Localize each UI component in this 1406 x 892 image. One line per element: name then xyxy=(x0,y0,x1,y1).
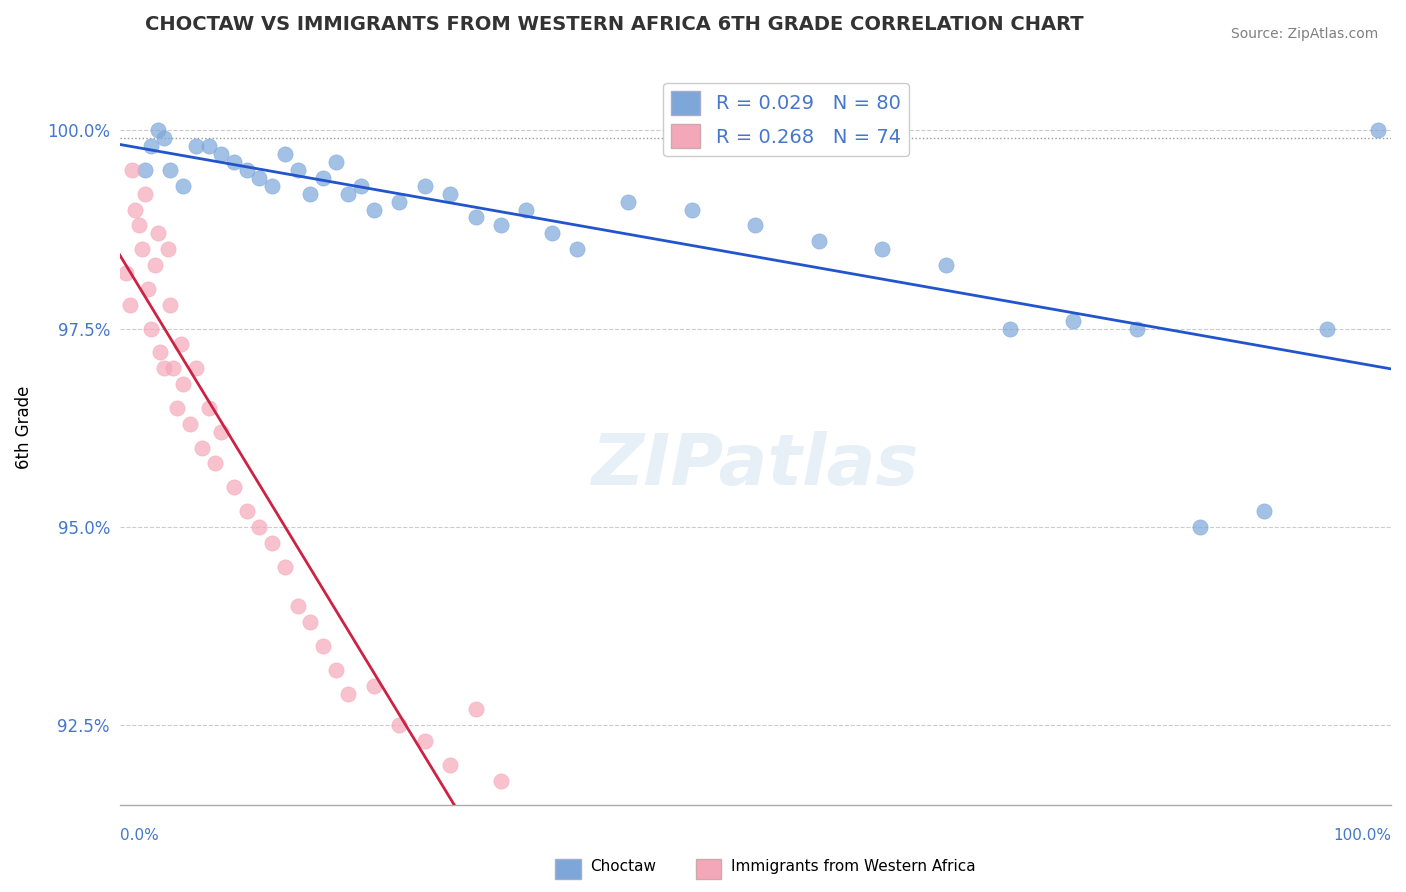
Point xyxy=(337,687,360,701)
Point xyxy=(162,361,184,376)
Point xyxy=(156,242,179,256)
Point xyxy=(141,321,163,335)
Point xyxy=(1367,123,1389,137)
Point xyxy=(179,417,201,431)
Point xyxy=(363,202,385,217)
Point xyxy=(312,639,335,653)
Point xyxy=(146,123,169,137)
Point xyxy=(249,520,271,534)
Point xyxy=(222,480,245,494)
Point xyxy=(337,186,360,201)
Point xyxy=(184,139,207,153)
Point xyxy=(209,425,232,439)
Point xyxy=(115,266,138,280)
Point xyxy=(143,258,166,272)
Point xyxy=(464,211,486,225)
Legend: R = 0.029   N = 80, R = 0.268   N = 74: R = 0.029 N = 80, R = 0.268 N = 74 xyxy=(664,83,908,156)
Text: Immigrants from Western Africa: Immigrants from Western Africa xyxy=(731,859,976,874)
Point xyxy=(464,702,486,716)
Point xyxy=(134,162,156,177)
Point xyxy=(363,679,385,693)
Point xyxy=(235,504,257,518)
Point xyxy=(136,282,159,296)
Point xyxy=(121,162,143,177)
Point xyxy=(413,178,436,193)
Point xyxy=(1316,321,1339,335)
Point xyxy=(249,170,271,185)
Point xyxy=(197,401,219,415)
Point xyxy=(681,202,703,217)
Text: Source: ZipAtlas.com: Source: ZipAtlas.com xyxy=(1230,27,1378,41)
Point xyxy=(489,219,512,233)
Point xyxy=(312,170,335,185)
Point xyxy=(350,178,373,193)
Point xyxy=(872,242,894,256)
Point xyxy=(515,202,537,217)
Point xyxy=(439,186,461,201)
Text: Choctaw: Choctaw xyxy=(591,859,657,874)
Point xyxy=(287,599,309,614)
Point xyxy=(262,178,284,193)
Point xyxy=(131,242,153,256)
Point xyxy=(153,131,176,145)
Point xyxy=(541,227,564,241)
Point xyxy=(299,615,322,629)
Point xyxy=(489,773,512,788)
Point xyxy=(388,718,411,732)
Point xyxy=(191,441,214,455)
Point xyxy=(128,219,150,233)
Text: 0.0%: 0.0% xyxy=(120,829,159,844)
Text: 100.0%: 100.0% xyxy=(1333,829,1391,844)
Point xyxy=(172,377,194,392)
Point xyxy=(124,202,146,217)
Point xyxy=(262,536,284,550)
Point xyxy=(299,186,322,201)
Point xyxy=(222,155,245,169)
Point xyxy=(744,219,766,233)
Point xyxy=(567,242,589,256)
Point xyxy=(146,227,169,241)
Point xyxy=(197,139,219,153)
Point xyxy=(617,194,640,209)
Point xyxy=(166,401,188,415)
Point xyxy=(118,298,141,312)
Point xyxy=(807,234,830,248)
Text: ZIPatlas: ZIPatlas xyxy=(592,431,920,500)
Point xyxy=(274,147,297,161)
Point xyxy=(204,457,226,471)
Point xyxy=(209,147,232,161)
Text: CHOCTAW VS IMMIGRANTS FROM WESTERN AFRICA 6TH GRADE CORRELATION CHART: CHOCTAW VS IMMIGRANTS FROM WESTERN AFRIC… xyxy=(145,15,1084,34)
Point xyxy=(1189,520,1212,534)
Point xyxy=(235,162,257,177)
Point xyxy=(159,298,181,312)
Point xyxy=(413,734,436,748)
Point xyxy=(1125,321,1147,335)
Point xyxy=(1062,313,1084,327)
Point xyxy=(287,162,309,177)
Point xyxy=(998,321,1021,335)
Point xyxy=(325,155,347,169)
Point xyxy=(141,139,163,153)
Point xyxy=(388,194,411,209)
Point xyxy=(1253,504,1275,518)
Point xyxy=(439,758,461,772)
Point xyxy=(184,361,207,376)
Point xyxy=(134,186,156,201)
Point xyxy=(169,337,191,351)
Point xyxy=(274,559,297,574)
Y-axis label: 6th Grade: 6th Grade xyxy=(15,386,32,469)
Point xyxy=(159,162,181,177)
Point xyxy=(325,663,347,677)
Point xyxy=(935,258,957,272)
Point xyxy=(172,178,194,193)
Point xyxy=(149,345,172,359)
Point xyxy=(153,361,176,376)
